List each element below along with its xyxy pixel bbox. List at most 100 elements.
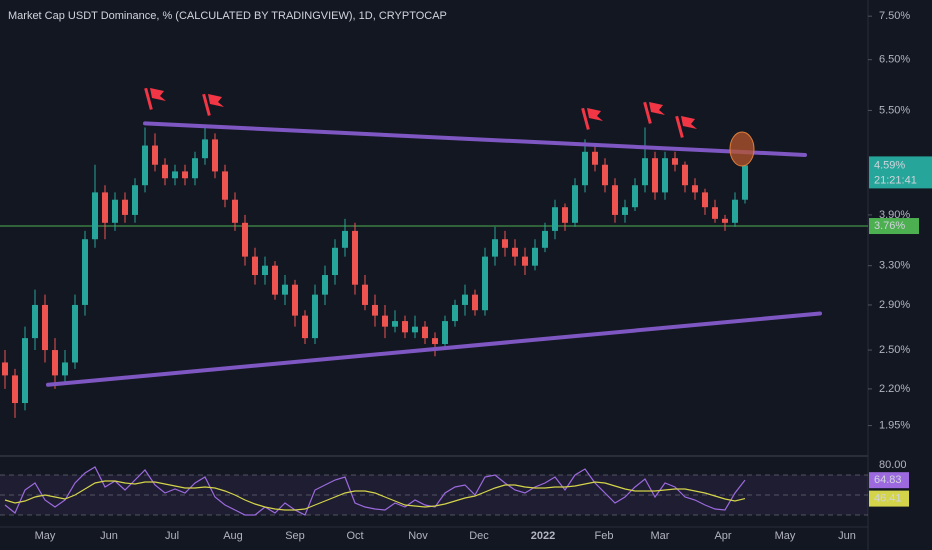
candle-body [362, 284, 368, 305]
candle-body [212, 139, 218, 172]
candle-body [112, 199, 118, 223]
candle-body [442, 321, 448, 345]
plot: 7.50% 6.50% 5.50% 3.90% 3.30% 2.90% 2.50% 2.20%… [0, 10, 932, 542]
candle-body [392, 321, 398, 327]
candle-body [242, 222, 248, 257]
candle-body [372, 304, 378, 316]
candle-body [722, 218, 728, 223]
chart-title: Market Cap USDT Dominance, % (CALCULATED… [8, 10, 447, 22]
candle-body [92, 192, 98, 240]
rsi-line [4, 466, 746, 516]
y-tick-label: 2.20% [879, 383, 910, 395]
x-tick-label: Apr [714, 530, 731, 542]
candle-body [702, 192, 708, 208]
candle-body [562, 207, 568, 223]
candle-body [342, 230, 348, 248]
candle-body [632, 185, 638, 208]
candle-body [552, 207, 558, 231]
rsi-ma-line [4, 480, 746, 511]
candle-body [102, 192, 108, 223]
candle-body [452, 304, 458, 322]
candle-body [482, 256, 488, 311]
candle-body [182, 171, 188, 179]
candle-body [422, 326, 428, 339]
candle-body [152, 145, 158, 165]
y-tick-label: 3.30% [879, 260, 910, 272]
candle-body [172, 171, 178, 179]
x-tick-label: May [775, 530, 796, 542]
x-tick-label: Jun [838, 530, 856, 542]
candle-body [302, 315, 308, 339]
candle-body [512, 247, 518, 257]
candle-body [162, 164, 168, 179]
candle-body [712, 207, 718, 219]
candle-body [42, 304, 48, 351]
rsi-ma-last-label: 46.41 [874, 492, 902, 504]
x-tick-label: Nov [408, 530, 428, 542]
annotations [144, 87, 755, 167]
y-tick-label: 1.95% [879, 419, 910, 431]
x-tick-label: Feb [595, 530, 614, 542]
candle-body [522, 256, 528, 266]
last-price-box [869, 156, 932, 189]
candle-body [62, 362, 68, 376]
candle-body [332, 247, 338, 276]
candle-body [282, 284, 288, 295]
candle-body [402, 321, 408, 333]
trendline [46, 311, 822, 387]
candle-body [252, 256, 258, 276]
candle-body [262, 265, 268, 276]
x-tick-label: 2022 [531, 530, 555, 542]
y-tick-label: 3.90% [879, 209, 910, 221]
x-tick-label: Sep [285, 530, 305, 542]
candle-body [272, 265, 278, 295]
candle-body [572, 185, 578, 223]
candle-body [222, 171, 228, 200]
candle-body [652, 158, 658, 193]
y-tick-label: 5.50% [879, 104, 910, 116]
candle-body [32, 304, 38, 339]
candle-body [682, 164, 688, 186]
candle-body [432, 338, 438, 345]
candle-body [582, 151, 588, 186]
candle-body [312, 294, 318, 339]
rsi-last-box [869, 472, 909, 489]
x-tick-label: Jun [100, 530, 118, 542]
highlight-circle [729, 131, 755, 167]
candle-body [72, 304, 78, 363]
candle-body [732, 199, 738, 223]
candle-body [122, 199, 128, 215]
last-price-label: 4.59% [874, 159, 905, 171]
x-tick-label: Mar [651, 530, 670, 542]
candle-body [502, 239, 508, 248]
x-tick-label: Dec [469, 530, 489, 542]
candle-body [662, 158, 668, 193]
flag [675, 115, 697, 138]
candle-body [612, 185, 618, 215]
hline-label: 3.76% [874, 220, 905, 232]
candle-body [382, 315, 388, 327]
x-tick-label: Aug [223, 530, 243, 542]
candle-body [82, 239, 88, 305]
candle-body [132, 185, 138, 215]
y-tick-label: 2.90% [879, 299, 910, 311]
candle-body [742, 165, 748, 200]
candle-body [642, 158, 648, 186]
flag [202, 93, 224, 116]
x-tick-label: Oct [346, 530, 363, 542]
flag [643, 101, 665, 124]
candle-body [202, 139, 208, 159]
x-tick-label: Jul [165, 530, 179, 542]
candle-body [322, 275, 328, 295]
y-tick-label: 7.50% [879, 10, 910, 22]
candle-body [692, 185, 698, 193]
candle-body [492, 239, 498, 257]
candle-body [142, 145, 148, 186]
rsi-last-label: 64.83 [874, 474, 902, 486]
x-tick-label: May [35, 530, 56, 542]
candle-body [292, 284, 298, 316]
rsi-ma-last-box [869, 490, 909, 507]
candle-body [232, 199, 238, 223]
candle-body [12, 375, 18, 404]
